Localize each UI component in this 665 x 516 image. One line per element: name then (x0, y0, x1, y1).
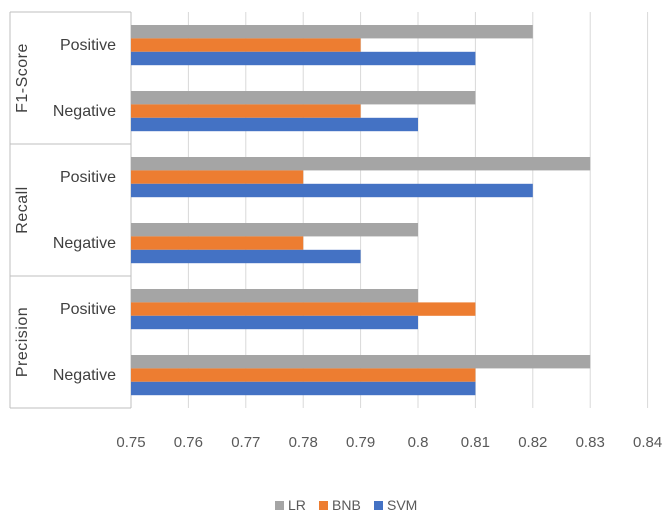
category-label-recall-negative: Negative (53, 235, 116, 252)
bar-svm-precision-negative (131, 381, 476, 396)
group-labels: F1-Score Recall Precision (14, 43, 31, 377)
category-label-precision-negative: Negative (53, 367, 116, 384)
x-tick-label-0-78: 0.78 (289, 434, 318, 451)
category-label-recall-positive: Positive (60, 169, 116, 186)
bar-lr-f1-score-positive (131, 25, 533, 39)
legend-swatch-lr (275, 501, 284, 510)
group-label-f1-score: F1-Score (14, 43, 31, 113)
x-tick-label-0-77: 0.77 (231, 434, 260, 451)
bar-svm-f1-score-positive (131, 51, 476, 66)
legend-swatch-bnb (319, 501, 328, 510)
legend: LR BNB SVM (275, 497, 417, 513)
group-label-precision: Precision (14, 307, 31, 377)
x-tick-label-0-83: 0.83 (576, 434, 605, 451)
category-label-f1-score-positive: Positive (60, 37, 116, 54)
category-label-precision-positive: Positive (60, 301, 116, 318)
category-labels: Positive Negative Positive Negative Positive… (53, 37, 116, 384)
bars (131, 25, 591, 396)
bar-bnb-f1-score-negative (131, 104, 361, 118)
x-tick-label-0-82: 0.82 (518, 434, 547, 451)
bar-svm-f1-score-negative (131, 117, 418, 132)
category-axis-frame (9, 11, 132, 409)
bar-lr-recall-positive (131, 157, 591, 171)
bar-lr-recall-negative (131, 223, 418, 237)
bar-bnb-recall-positive (131, 170, 304, 184)
bar-svm-precision-positive (131, 315, 418, 330)
x-axis-ticks: 0.75 0.76 0.77 0.78 0.79 0.8 0.81 0.82 0.83 0.84 (116, 434, 662, 451)
x-tick-label-0-75: 0.75 (116, 434, 145, 451)
bar-bnb-precision-positive (131, 302, 476, 316)
legend-swatch-svm (374, 501, 383, 510)
x-tick-label-0-84: 0.84 (633, 434, 662, 451)
x-tick-label-0-8: 0.8 (408, 434, 429, 451)
legend-label-svm: SVM (387, 497, 417, 513)
bar-bnb-precision-negative (131, 368, 476, 382)
x-tick-label-0-76: 0.76 (174, 434, 203, 451)
bar-svm-recall-negative (131, 249, 361, 264)
x-tick-label-0-79: 0.79 (346, 434, 375, 451)
bar-bnb-f1-score-positive (131, 38, 361, 52)
bar-svm-recall-positive (131, 183, 533, 198)
bar-bnb-recall-negative (131, 236, 304, 250)
bar-lr-precision-negative (131, 355, 591, 369)
bar-lr-precision-positive (131, 289, 418, 303)
bar-lr-f1-score-negative (131, 91, 476, 105)
category-label-f1-score-negative: Negative (53, 103, 116, 120)
legend-label-bnb: BNB (332, 497, 361, 513)
gridlines (187, 12, 649, 408)
legend-label-lr: LR (288, 497, 306, 513)
x-tick-label-0-81: 0.81 (461, 434, 490, 451)
group-label-recall: Recall (14, 186, 31, 233)
